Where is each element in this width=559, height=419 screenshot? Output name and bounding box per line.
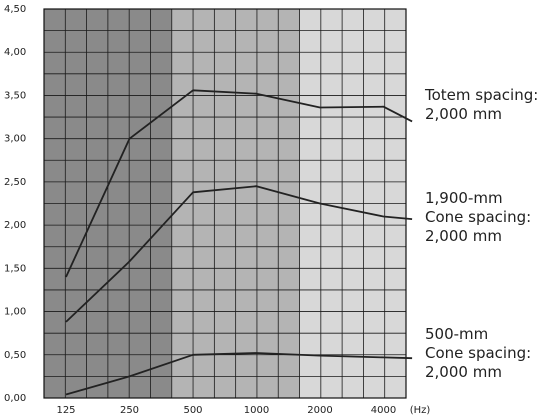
y-tick-label: 2,50 [4, 177, 26, 188]
annotation-middle: 1,900-mm Cone spacing: 2,000 mm [425, 189, 531, 246]
y-tick-label: 2,00 [4, 220, 26, 231]
y-tick-label: 3,00 [4, 134, 26, 145]
plot-frame [43, 8, 407, 399]
annotation-middle-line-1: 1,900-mm [425, 189, 503, 207]
y-tick-label: 4,00 [4, 47, 26, 58]
annotation-bottom: 500-mm Cone spacing: 2,000 mm [425, 325, 531, 382]
series-line-3 [65, 352, 413, 396]
annotation-middle-line-2: Cone spacing: [425, 208, 532, 226]
annotation-middle-line-3: 2,000 mm [425, 227, 502, 245]
x-tick-label: 1000 [244, 405, 269, 416]
y-tick-label: 0,00 [4, 393, 26, 404]
y-tick-label: 3,50 [4, 90, 26, 101]
series-line-2 [65, 185, 413, 323]
y-tick-label: 1,00 [4, 307, 26, 318]
x-tick-label: 250 [120, 405, 139, 416]
series-lines [65, 89, 413, 396]
x-tick-label: 500 [183, 405, 202, 416]
grid-lines [43, 8, 407, 399]
annotation-bottom-line-2: Cone spacing: [425, 344, 532, 362]
x-unit-label: (Hz) [410, 405, 431, 416]
series-line-1 [65, 89, 413, 278]
annotation-top: Totem spacing: 2,000 mm [425, 86, 538, 124]
x-tick-label: 2000 [307, 405, 332, 416]
y-tick-label: 0,50 [4, 350, 26, 361]
y-tick-label: 1,50 [4, 263, 26, 274]
x-tick-label: 125 [56, 405, 75, 416]
annotation-top-line-2: 2,000 mm [425, 105, 502, 123]
x-tick-label: 4000 [371, 405, 396, 416]
y-tick-label: 4,50 [4, 4, 26, 15]
y-tick-labels: 0,00 0,50 1,00 1,50 2,00 2,50 3,00 3,50 4,00 4,50 [4, 4, 26, 404]
annotation-bottom-line-3: 2,000 mm [425, 363, 502, 381]
x-tick-labels: 125 250 500 1000 2000 4000 (Hz) [56, 405, 430, 416]
annotation-top-line-1: Totem spacing: [425, 86, 539, 104]
annotation-bottom-line-1: 500-mm [425, 325, 489, 343]
